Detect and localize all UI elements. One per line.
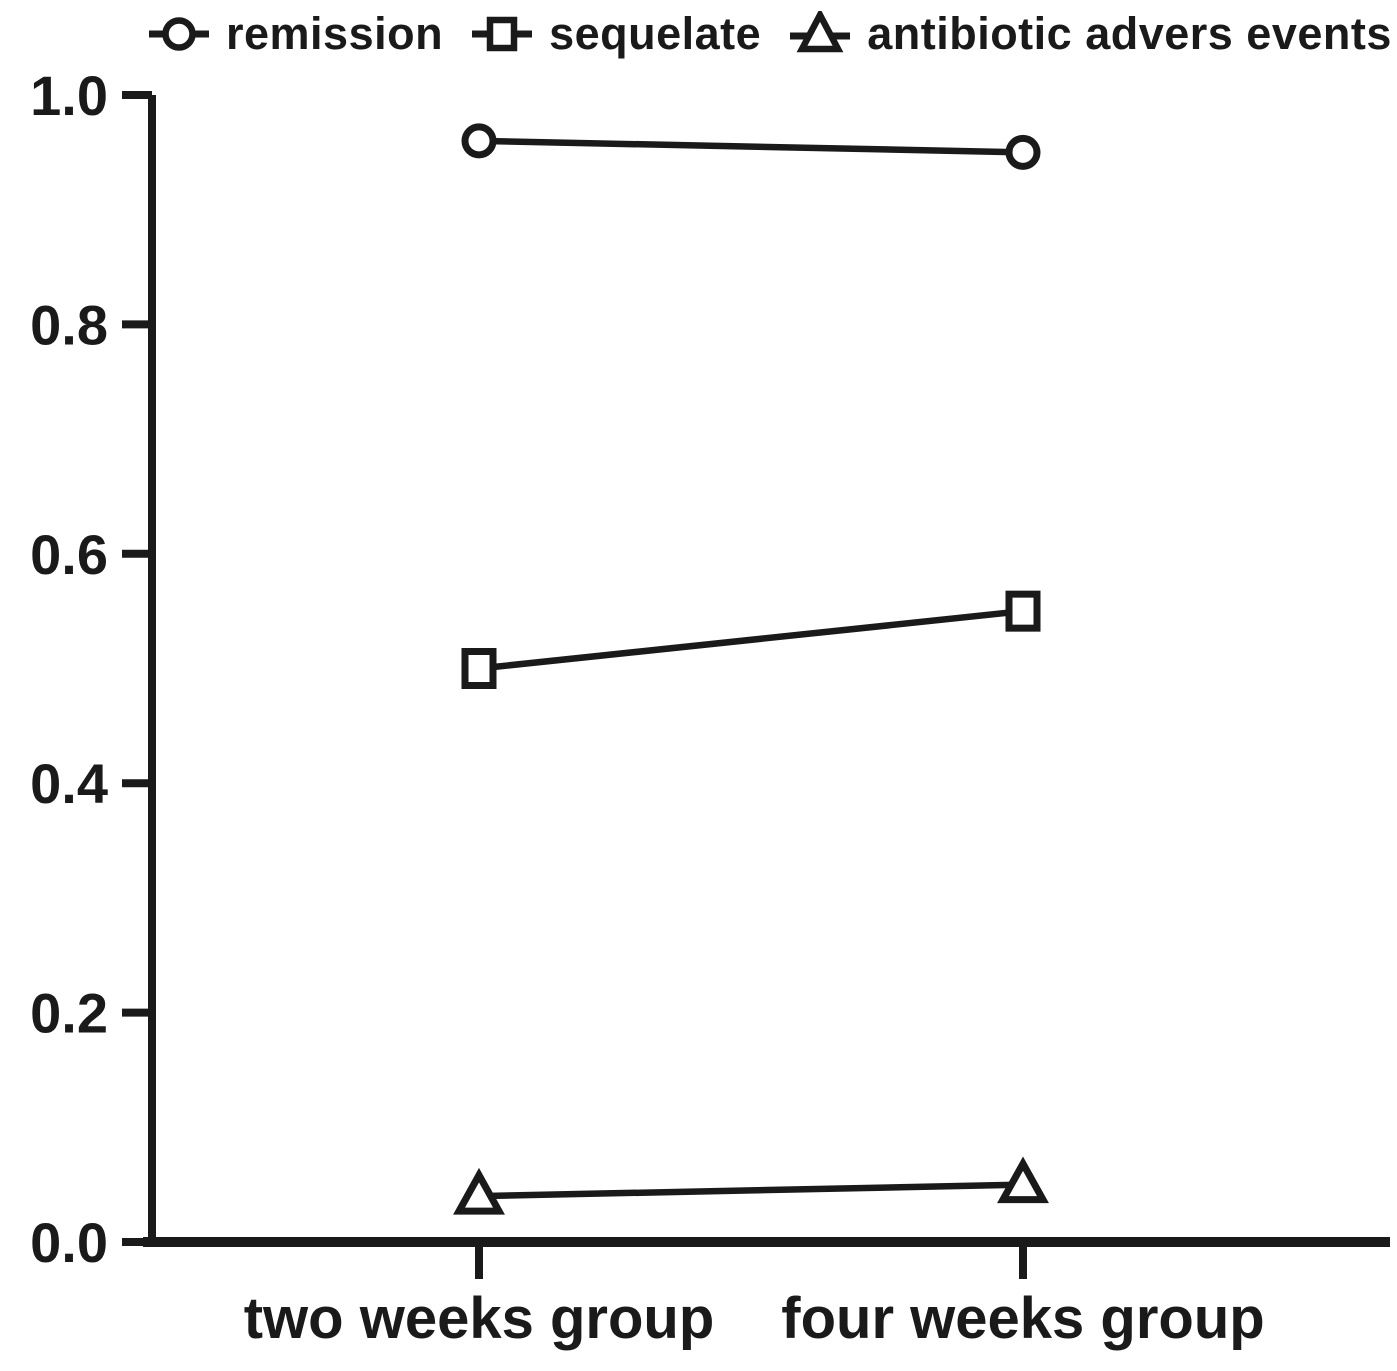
marker-square xyxy=(1005,590,1041,632)
marker-circle xyxy=(1005,134,1041,170)
marker-triangle xyxy=(453,1167,505,1215)
triangle-marker-icon xyxy=(790,11,851,53)
series-line-circle xyxy=(478,137,1024,156)
marker-triangle xyxy=(997,1156,1049,1204)
y-tick-label: 0.2 xyxy=(30,982,108,1045)
legend-item-sequelate: sequelate xyxy=(469,8,761,60)
series-line-triangle xyxy=(478,1181,1024,1200)
legend-label-antibiotic-advers-events: antibiotic advers events xyxy=(867,8,1392,59)
legend-label-sequelate: sequelate xyxy=(549,8,762,59)
y-tick-label: 0.6 xyxy=(30,523,108,586)
circle-marker-icon xyxy=(149,17,209,51)
chart-legend: remission sequelate antibiotic advers ev… xyxy=(146,8,1392,60)
legend-item-remission: remission xyxy=(146,8,443,60)
legend-label-remission: remission xyxy=(226,8,444,59)
x-tick-label: four weeks group xyxy=(781,1286,1264,1351)
marker-square xyxy=(461,648,497,689)
y-tick-label: 0.0 xyxy=(30,1211,108,1274)
legend-item-antibiotic-advers-events: antibiotic advers events xyxy=(787,8,1392,60)
y-tick-label: 1.0 xyxy=(30,64,108,127)
series-line-square xyxy=(478,607,1024,672)
x-tick-label: two weeks group xyxy=(244,1286,715,1351)
y-tick-label: 0.8 xyxy=(30,293,108,356)
square-marker-icon xyxy=(472,16,533,52)
marker-circle xyxy=(461,123,497,159)
y-tick-label: 0.4 xyxy=(30,752,108,815)
